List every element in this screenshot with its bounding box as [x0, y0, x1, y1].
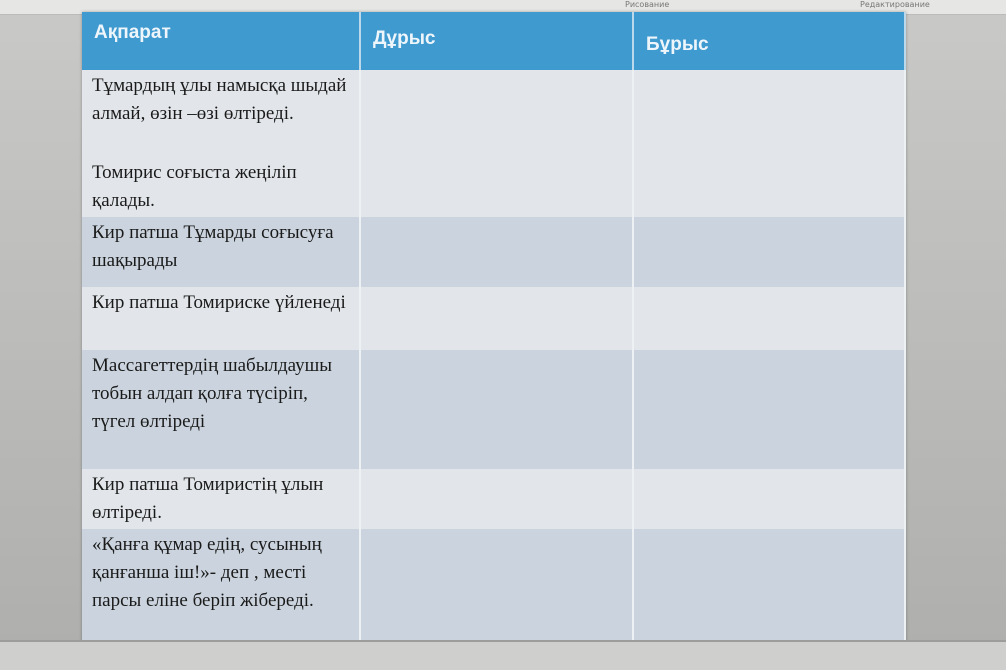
false-cell[interactable] [633, 217, 906, 287]
table-row: Томирис соғыста жеңіліп қалады. [82, 157, 906, 217]
false-cell[interactable] [633, 469, 906, 529]
table-row: Кир патша Томиристің ұлын өлтіреді. [82, 469, 906, 529]
false-cell[interactable] [633, 287, 906, 350]
statement-cell: Массагеттердің шабылдаушы тобын алдап қо… [82, 350, 361, 469]
statement-cell: «Қанға құмар едің, сусының қанғанша іш!»… [82, 529, 361, 647]
true-cell[interactable] [360, 217, 634, 287]
ribbon-group-editing[interactable]: Редактирование [860, 0, 930, 9]
table-row: Кир патша Томириске үйленеді [82, 287, 906, 350]
true-cell[interactable] [360, 529, 634, 647]
table-row: Массагеттердің шабылдаушы тобын алдап қо… [82, 350, 906, 469]
statement-cell: Тұмардың ұлы намысқа шыдай алмай, өзін –… [82, 70, 361, 157]
false-cell[interactable] [633, 157, 906, 217]
statement-cell: Томирис соғыста жеңіліп қалады. [82, 157, 361, 217]
true-cell[interactable] [360, 350, 634, 469]
true-cell[interactable] [360, 70, 634, 157]
status-bar [0, 640, 1006, 670]
true-cell[interactable] [360, 287, 634, 350]
table-row: «Қанға құмар едің, сусының қанғанша іш!»… [82, 529, 906, 647]
table-row: Тұмардың ұлы намысқа шыдай алмай, өзін –… [82, 70, 906, 157]
table-row: Кир патша Тұмарды соғысуға шақырады [82, 217, 906, 287]
header-false: Бұрыс [633, 12, 906, 70]
ribbon-group-drawing[interactable]: Рисование [625, 0, 670, 9]
false-cell[interactable] [633, 529, 906, 647]
statement-cell: Кир патша Томиристің ұлын өлтіреді. [82, 469, 361, 529]
true-cell[interactable] [360, 157, 634, 217]
statement-cell: Кир патша Тұмарды соғысуға шақырады [82, 217, 361, 287]
false-cell[interactable] [633, 70, 906, 157]
true-false-table: Ақпарат Дұрыс Бұрыс Тұмардың ұлы намысқа… [82, 12, 906, 647]
header-true: Дұрыс [360, 12, 634, 70]
true-cell[interactable] [360, 469, 634, 529]
statement-cell: Кир патша Томириске үйленеді [82, 287, 361, 350]
false-cell[interactable] [633, 350, 906, 469]
header-row: Ақпарат Дұрыс Бұрыс [82, 12, 906, 70]
header-info: Ақпарат [82, 12, 361, 70]
